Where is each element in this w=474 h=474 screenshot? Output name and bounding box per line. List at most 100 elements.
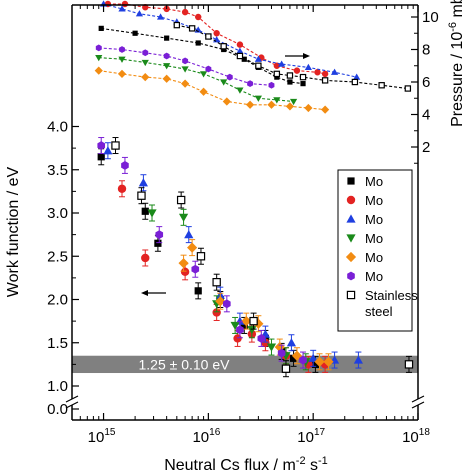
pressure-point: [236, 47, 244, 54]
legend-label: Mo: [365, 231, 383, 246]
pressure-point: [163, 52, 170, 60]
pressure-point: [98, 25, 104, 31]
work-function-point: [223, 299, 231, 309]
legend: Mo Mo Mo Mo Mo Mo Stainless steel: [337, 169, 418, 332]
y-axis-label: Work function / eV: [5, 166, 22, 297]
work-function-point: [155, 230, 164, 240]
pressure-point: [222, 97, 231, 106]
pressure-line: [98, 70, 326, 111]
pressure-point: [378, 82, 385, 89]
work-function-point: [154, 239, 162, 247]
pressure-point: [299, 73, 307, 81]
pressure-point: [273, 97, 281, 104]
pressure-point: [195, 13, 202, 21]
axis-break-mark: [411, 395, 425, 403]
work-function-point: [111, 141, 120, 150]
pressure-point: [205, 65, 212, 73]
work-function-point: [249, 316, 258, 326]
x-tick-label: 1017: [297, 427, 325, 446]
work-function-point: [404, 360, 414, 369]
pressure-point: [247, 80, 254, 88]
work-function-point: [184, 230, 194, 239]
axis-break-mark: [65, 395, 79, 403]
series-6: [111, 21, 414, 378]
direction-arrows: [141, 53, 310, 296]
work-function-point: [196, 252, 206, 261]
pressure-point: [321, 105, 330, 114]
work-function-point: [323, 356, 334, 367]
pressure-line: [98, 57, 294, 103]
pressure-point: [236, 87, 244, 94]
series-2: [99, 0, 363, 369]
pressure-point: [135, 10, 144, 17]
pressure-point: [182, 57, 189, 65]
work-function-point: [353, 355, 363, 364]
pressure-point: [118, 56, 126, 63]
work-function-point: [137, 191, 146, 200]
pressure-point: [199, 71, 208, 78]
pressure-point: [205, 33, 212, 40]
pressure-point: [321, 70, 329, 78]
work-function-point: [141, 207, 149, 215]
work-function-point: [257, 334, 266, 343]
work-function-point: [240, 321, 248, 330]
work-function-point: [147, 209, 157, 218]
y-right-axis-label: Pressure / 10-6 mbar: [447, 0, 466, 127]
x-axis-label: Neutral Cs flux / m-2 s-1: [164, 455, 328, 474]
pressure-point: [254, 55, 262, 62]
y-right-tick-label: 2: [422, 139, 430, 156]
pressure-point: [162, 74, 171, 83]
work-function-point: [97, 153, 105, 161]
y-tick-label: 4.0: [47, 119, 68, 136]
y-tick-label: 3.5: [47, 162, 68, 179]
legend-marker: [346, 290, 356, 300]
legend-marker: [346, 234, 356, 243]
work-function-point: [233, 334, 242, 343]
x-tick-label: 1018: [402, 427, 430, 446]
pressure-point: [188, 25, 196, 32]
pressure-point: [181, 66, 189, 73]
pressure-point: [95, 55, 103, 62]
pressure-point: [273, 70, 281, 78]
pressure-point: [173, 21, 181, 29]
legend-label: Mo: [365, 193, 383, 208]
pressure-point: [274, 74, 280, 80]
series-4: [94, 66, 334, 371]
legend-label: Stainless steel: [365, 288, 418, 319]
pressure-point: [321, 77, 329, 84]
pressure-point: [156, 13, 165, 20]
pressure-point: [289, 98, 298, 106]
x-tick-label: 1015: [88, 427, 116, 446]
pressure-point: [163, 63, 171, 70]
work-function-point: [178, 258, 189, 269]
legend-label: Mo: [365, 174, 383, 189]
pressure-point: [351, 78, 359, 86]
pressure-point: [300, 81, 306, 87]
pressure-point: [287, 79, 293, 85]
work-function-point: [274, 341, 285, 353]
work-function-point: [121, 161, 129, 170]
pressure-point: [94, 66, 103, 75]
pressure-point: [220, 43, 227, 50]
axis-break-mark: [411, 401, 425, 409]
pressure-point: [142, 49, 149, 57]
pressure-point: [117, 69, 127, 78]
work-function-point: [253, 318, 264, 329]
pressure-point: [95, 44, 102, 52]
pressure-point: [404, 85, 412, 92]
pressure-point: [267, 100, 276, 109]
reference-band: 1.25 ± 0.10 eV: [72, 355, 418, 374]
legend-marker: [347, 177, 355, 185]
y-tick-label: 3.0: [47, 205, 68, 222]
work-function-point: [314, 356, 325, 367]
work-function-point: [194, 287, 202, 295]
reference-band-rect: [72, 355, 418, 374]
work-function-point: [212, 308, 221, 317]
pressure-point: [304, 103, 313, 113]
pressure-point: [221, 46, 227, 53]
work-function-point: [212, 278, 221, 287]
legend-label: Mo: [365, 269, 383, 284]
reference-band-label: 1.25 ± 0.10 eV: [139, 356, 231, 372]
legend-marker: [346, 195, 356, 205]
legend-marker: [346, 214, 356, 223]
